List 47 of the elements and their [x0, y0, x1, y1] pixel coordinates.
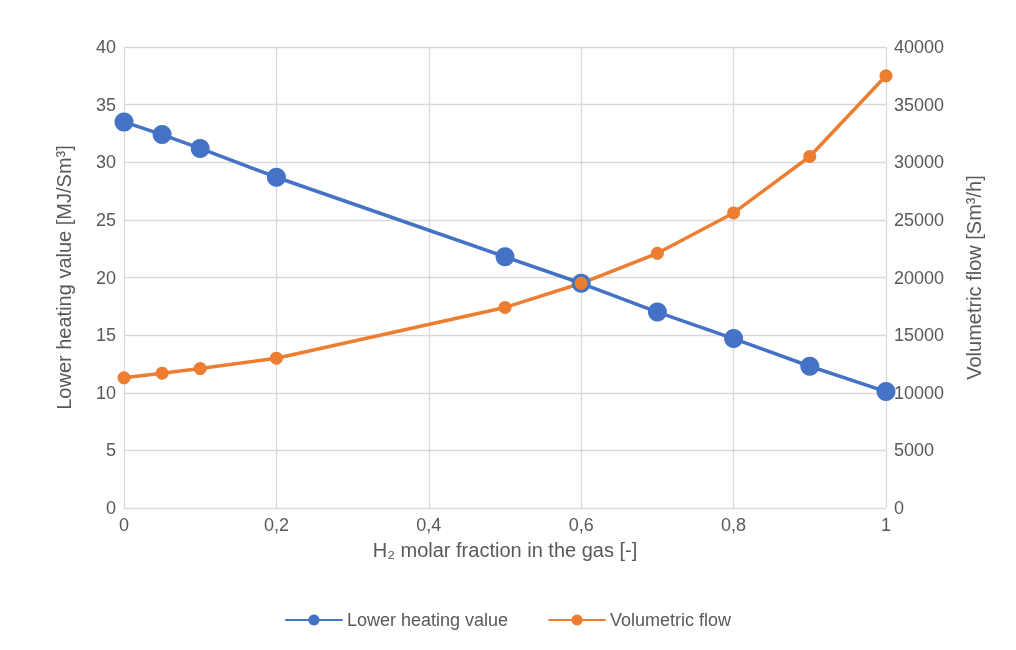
y2-tick-label: 5000 — [894, 440, 935, 461]
y-tick-label: 5 — [105, 440, 116, 461]
point — [269, 351, 283, 365]
y2-tick-label: 10000 — [894, 382, 945, 403]
y2-tick-label: 35000 — [894, 94, 945, 115]
y2-axis-title: Volumetric flow [Sm³/h] — [963, 175, 985, 380]
point — [190, 138, 210, 158]
y-tick-label: 30 — [95, 152, 116, 173]
y-tick-label: 35 — [95, 94, 116, 115]
x-tick-label: 0,2 — [263, 515, 289, 535]
y2-tick-label: 15000 — [894, 325, 945, 346]
legend-label: Lower heating value — [346, 610, 509, 630]
y-tick-label: 20 — [95, 267, 116, 288]
point — [803, 149, 817, 163]
y2-tick-label: 30000 — [894, 152, 945, 173]
point — [193, 362, 207, 376]
point — [650, 246, 664, 260]
x-tick-label: 0,6 — [568, 515, 594, 535]
y-axis-title: Lower heating value [MJ/Sm³] — [53, 145, 75, 410]
x-tick-label: 0,8 — [721, 515, 747, 535]
point — [724, 329, 744, 349]
y-tick-label: 15 — [95, 325, 116, 346]
x-axis-title: H₂ molar fraction in the gas [-] — [372, 539, 638, 561]
point — [879, 69, 893, 83]
x-tick-label: 1 — [880, 515, 892, 535]
x-tick-label: 0,4 — [416, 515, 442, 535]
point — [155, 366, 169, 380]
point — [495, 247, 515, 267]
y2-tick-label: 20000 — [894, 267, 945, 288]
legend-label: Volumetric flow — [610, 610, 733, 630]
x-tick-label: 0 — [118, 515, 130, 535]
point — [647, 302, 667, 322]
point — [266, 167, 286, 187]
y-tick-label: 25 — [95, 209, 116, 230]
point — [152, 125, 172, 145]
y2-tick-label: 0 — [894, 498, 905, 518]
point — [727, 206, 741, 220]
y2-tick-label: 25000 — [894, 209, 945, 230]
point — [498, 300, 512, 314]
point — [876, 382, 896, 402]
point — [114, 112, 134, 132]
y2-tick-label: 40000 — [894, 37, 945, 57]
point — [117, 371, 131, 385]
y-tick-label: 10 — [95, 382, 116, 403]
point — [800, 356, 820, 376]
y-tick-label: 40 — [95, 37, 116, 57]
y-tick-label: 0 — [105, 498, 116, 518]
